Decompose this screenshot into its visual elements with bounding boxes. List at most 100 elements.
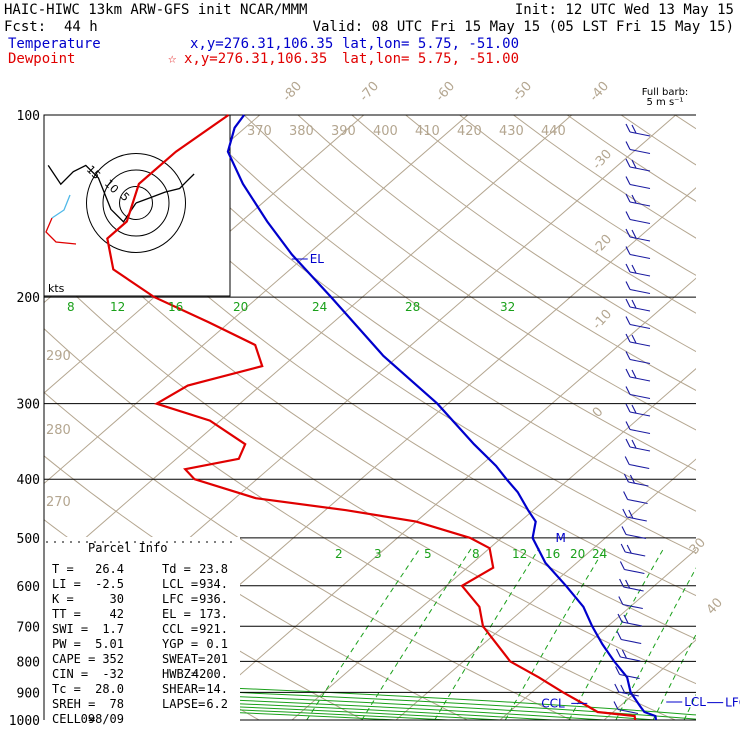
parcel-info-cell: 4200. [192, 667, 228, 681]
dry-adiabat-line [136, 115, 696, 512]
pressure-label: 300 [17, 398, 40, 413]
init-time: Init: 12 UTC Wed 13 May 15 [515, 2, 734, 18]
wind-barb-flag [621, 526, 627, 535]
wind-barb-flag [625, 368, 631, 378]
wind-barb-shaft [629, 428, 651, 435]
wind-barb-shaft [629, 358, 651, 365]
isotherm-line [291, 368, 696, 720]
wind-barb-flag [614, 683, 620, 693]
wind-barb-shaft [629, 183, 651, 190]
temperature-latlon: lat,lon= 5.75, -51.00 [342, 36, 519, 52]
hodograph-frame [43, 114, 231, 297]
dry-adiabat-line [729, 115, 740, 720]
wind-barb-flag [613, 701, 619, 710]
mixing-ratio-label: 20 [570, 547, 585, 561]
wind-barb-flag [624, 456, 630, 465]
wind-barb-flag [625, 141, 631, 150]
parcel-info-cell: 28.0 [95, 682, 124, 696]
wind-barb-flag [631, 194, 637, 204]
parcel-info-cell: LAPSE= [162, 697, 205, 711]
wind-barb-shaft [629, 446, 651, 452]
wind-barb-flag [625, 281, 631, 290]
parcel-info-cell: -2.5 [95, 577, 124, 591]
level-annotations: EL M CCL LCL LFC [291, 252, 740, 710]
dry-adiabat-line [44, 327, 676, 720]
wind-barb-flag [625, 298, 631, 308]
parcel-info-title: Parcel Info [88, 541, 167, 555]
isotherm-label: -50 [510, 79, 535, 105]
dry-adiabat-line [405, 115, 696, 314]
wind-barb-flag [625, 579, 631, 589]
wind-barb-flag [625, 316, 631, 325]
wind-barb-flag [631, 334, 637, 344]
mixing-ratio-label: 3 [374, 547, 382, 561]
isotherm-label: -10 [590, 307, 615, 333]
wind-barb-flag [625, 438, 631, 448]
isotherm-line [44, 115, 573, 575]
isotherm-line [499, 548, 696, 720]
dry-adiabat-line [44, 263, 696, 685]
hodograph-ring [102, 169, 170, 237]
parcel-info-cell: LI = [52, 577, 81, 591]
mixing-ratio-label: 12 [512, 547, 527, 561]
wind-barb-flag [631, 369, 637, 379]
wind-barb-flag [625, 158, 631, 168]
mixing-ratio-line [568, 547, 665, 720]
parcel-info-cell: 30 [110, 592, 124, 606]
wind-barb-shaft [629, 131, 651, 137]
wind-barb-shaft [629, 463, 650, 470]
wind-barb-flag [628, 509, 634, 519]
mixing-ratio-label: 16 [545, 547, 560, 561]
parcel-info-cell: Tc = [52, 682, 81, 696]
annotation-el: EL [310, 252, 325, 266]
isotherm-label: -80 [280, 79, 305, 105]
pressure-label: 400 [17, 473, 40, 488]
parcel-info-cell: SWEAT= [162, 652, 205, 666]
dry-adiabat-line [189, 115, 696, 471]
theta-e-label: 24 [312, 300, 327, 314]
dry-adiabat-line [351, 115, 696, 353]
hodograph-trace-upper [135, 173, 195, 204]
parcel-info-cell: 936. [199, 592, 228, 606]
theta-e-label: 32 [500, 300, 515, 314]
wind-barb-shaft [629, 323, 651, 330]
dry-adiabat-line [82, 115, 696, 554]
theta-label: 430 [499, 124, 524, 139]
wind-barb-flag [625, 263, 631, 273]
pressure-label: 1000 [9, 714, 40, 729]
hodograph-units: kts [48, 282, 65, 295]
wind-barb-flag [620, 684, 626, 694]
parcel-info-cell: T = [52, 562, 74, 576]
parcel-info-cell: SREH = [52, 697, 95, 711]
wind-barb-flag [619, 578, 625, 588]
wind-barb-flag [615, 666, 621, 675]
parcel-info-cell: LCL = [162, 577, 198, 591]
wind-barb-shaft [629, 411, 651, 417]
wind-barb-flag [631, 404, 637, 414]
parcel-info-cell: 1.7 [102, 622, 124, 636]
barb-header-line2: 5 m s⁻¹ [647, 97, 684, 108]
wind-barb-flag [620, 543, 626, 553]
annotation-m: M [555, 531, 565, 545]
mixing-ratio-line [615, 567, 696, 720]
temperature-profile [226, 114, 658, 721]
dry-adiabat-line [297, 115, 696, 391]
theta-e-label: 16 [168, 300, 183, 314]
theta-label: 420 [457, 124, 482, 139]
parcel-info-cell: CELL = [52, 712, 95, 726]
wind-barb-shaft [628, 481, 649, 487]
annotation-lcl: LCL [684, 695, 706, 709]
parcel-info-cell: 098/09 [81, 712, 124, 726]
parcel-info-cell: SHEAR= [162, 682, 205, 696]
dry-adiabat-line [44, 391, 572, 720]
dry-adiabat-line [620, 115, 696, 166]
parcel-info-cell: LFC = [162, 592, 198, 606]
mixing-ratio-label: 24 [592, 547, 607, 561]
parcel-info-cell: 201 [206, 652, 228, 666]
wind-barb-shaft [621, 638, 642, 645]
hodograph-trace-red [45, 217, 77, 245]
pressure-label: 600 [17, 580, 40, 595]
pressure-label: 800 [17, 655, 40, 670]
mixing-ratio-line [361, 547, 472, 720]
isotherm-label: -70 [357, 79, 382, 105]
